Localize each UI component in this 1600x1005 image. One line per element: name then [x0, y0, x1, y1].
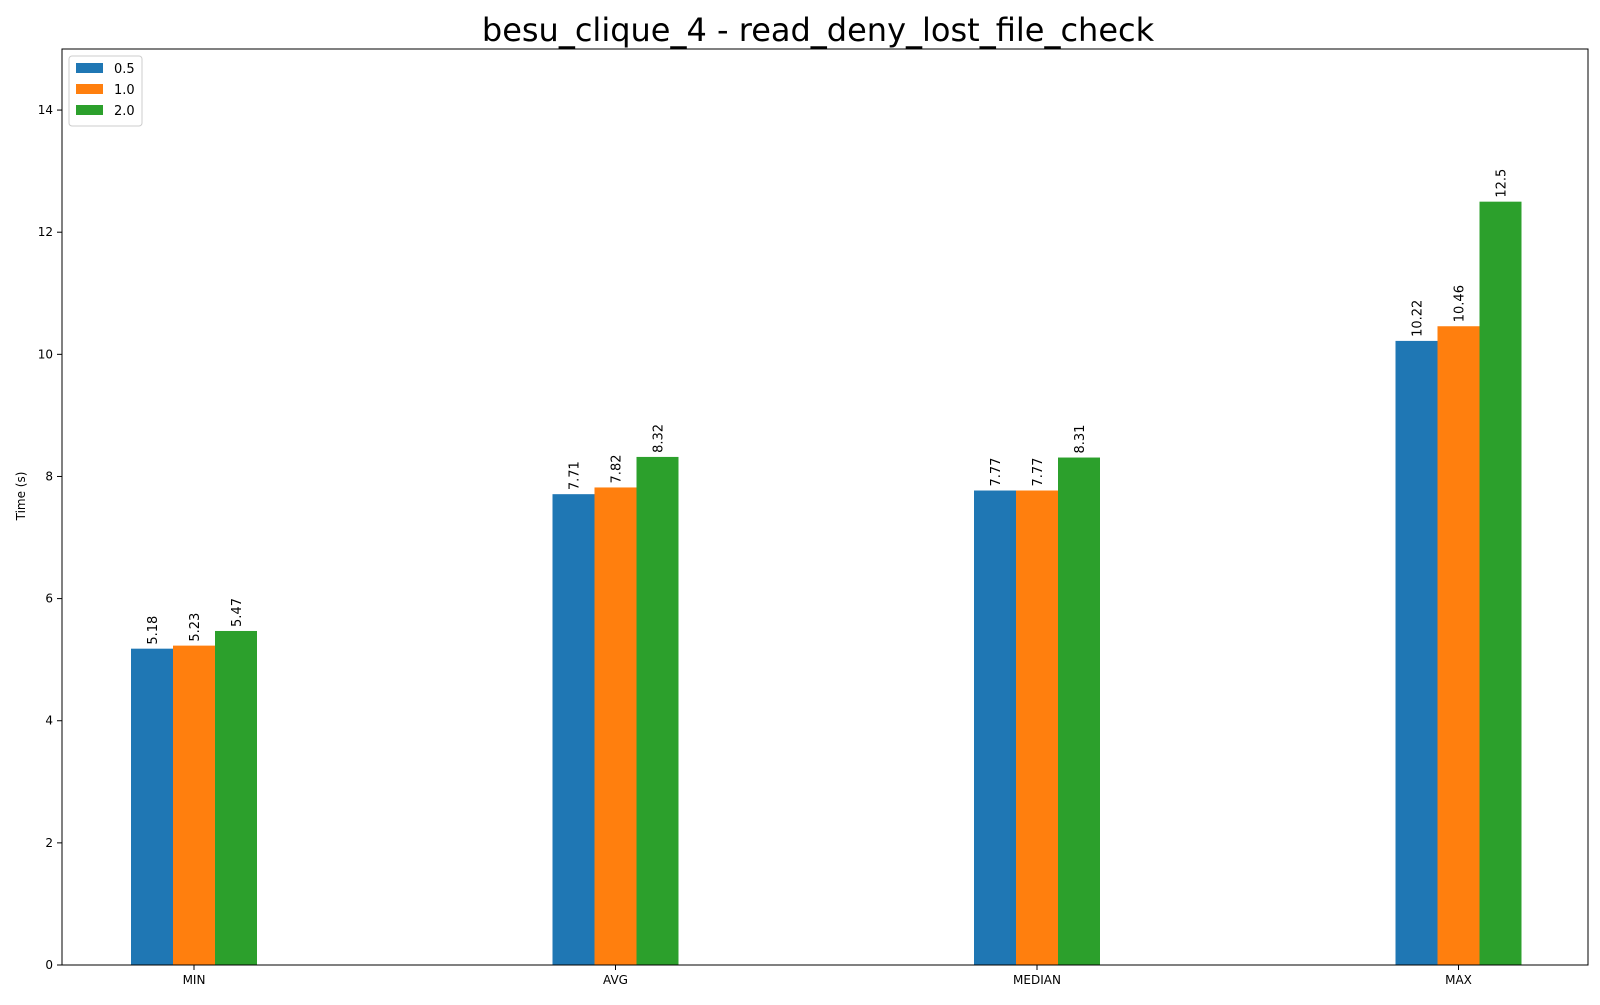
- chart-title: besu_clique_4 - read_deny_lost_file_chec…: [482, 11, 1155, 49]
- y-tick-label: 14: [38, 103, 53, 117]
- data-label: 7.82: [610, 455, 625, 484]
- bar-min-series-1: [173, 645, 215, 965]
- bar-max-series-0: [1395, 340, 1438, 965]
- legend-label: 2.0: [114, 104, 135, 119]
- y-tick-label: 0: [45, 958, 53, 972]
- bar-avg-series-2: [636, 456, 679, 965]
- y-axis-label: Time (s): [14, 472, 28, 522]
- bar-min-series-2: [215, 630, 257, 965]
- bar-max-series-2: [1479, 201, 1522, 965]
- y-tick-label: 8: [45, 469, 53, 483]
- bar-median-series-2: [1058, 457, 1100, 965]
- data-label: 5.18: [146, 616, 161, 645]
- data-label: 7.77: [1031, 458, 1046, 487]
- x-tick-label: MIN: [183, 973, 206, 987]
- data-label: 5.23: [188, 613, 203, 642]
- data-label: 8.32: [652, 424, 667, 453]
- plot-area: 5.18 7.71 7.77 10.22 5.23 7.82 7.77 10.46 5.47 8.…: [38, 48, 1589, 987]
- legend-label: 0.5: [114, 62, 135, 77]
- bar-min-series-0: [131, 648, 173, 965]
- x-tick-label: AVG: [603, 973, 628, 987]
- legend: 0.5 1.0 2.0: [68, 55, 143, 127]
- data-label: 8.31: [1073, 425, 1088, 454]
- data-label: 10.22: [1411, 300, 1426, 337]
- bar-median-series-1: [1016, 490, 1058, 965]
- y-tick-label: 2: [45, 836, 53, 850]
- data-label: 7.77: [989, 458, 1004, 487]
- data-label: 7.71: [568, 461, 583, 490]
- bar-avg-series-0: [552, 494, 595, 965]
- data-label: 5.47: [230, 598, 245, 627]
- bar-median-series-0: [974, 490, 1016, 965]
- bar-avg-series-1: [594, 487, 637, 965]
- bar-max-series-1: [1437, 326, 1480, 965]
- y-tick-label: 4: [45, 714, 53, 728]
- data-label: 10.46: [1453, 285, 1468, 322]
- legend-label: 1.0: [114, 83, 135, 98]
- plot-frame: [61, 48, 1589, 966]
- y-tick-label: 12: [38, 225, 53, 239]
- data-label: 12.5: [1495, 169, 1510, 198]
- legend-swatch: [76, 105, 103, 115]
- legend-swatch: [76, 84, 103, 94]
- x-tick-label: MAX: [1445, 973, 1472, 987]
- y-tick-label: 6: [45, 592, 53, 606]
- y-tick-label: 10: [38, 347, 53, 361]
- legend-swatch: [76, 63, 103, 73]
- x-tick-label: MEDIAN: [1013, 973, 1061, 987]
